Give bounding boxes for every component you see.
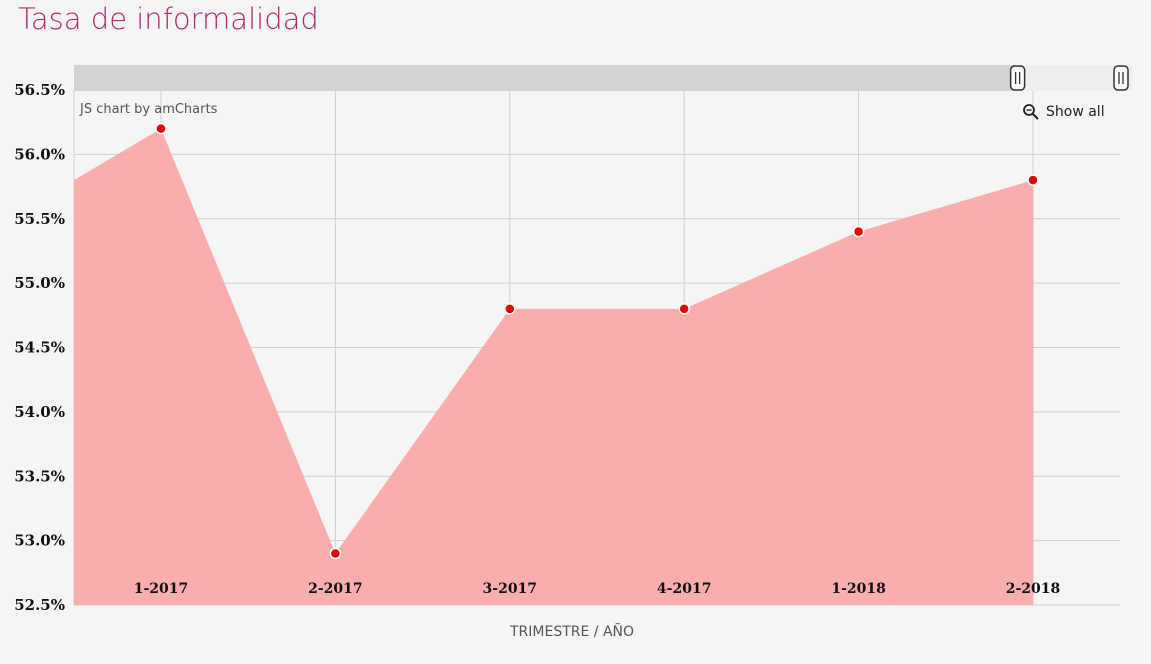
x-tick-label: 2-2017 [308,581,363,597]
x-axis-label: TRIMESTRE / AÑO [509,623,634,640]
show-all-label[interactable]: Show all [1046,104,1105,120]
zoom-out-icon [1023,104,1039,120]
area-series [74,128,1033,605]
show-all-button[interactable]: Show all [1023,104,1105,120]
y-tick-label: 53.5% [14,467,65,485]
y-tick-label: 54.0% [14,403,65,421]
y-tick-label: 52.5% [14,596,65,614]
x-tick-label: 3-2017 [483,581,538,597]
y-axis: 52.5% 53.0% 53.5% 54.0% 54.5% 55.0% 55.5% 56.0%… [14,81,65,614]
x-tick-label: 2-2018 [1006,581,1061,597]
y-tick-label: 55.5% [14,210,65,228]
x-tick-label: 1-2018 [831,581,886,597]
chart-credit[interactable]: JS chart by amCharts [79,102,218,117]
y-tick-label: 55.0% [14,274,65,292]
scrollbar-right-grip[interactable] [1113,65,1129,91]
x-tick-label: 1-2017 [134,581,189,597]
data-point[interactable] [852,225,865,238]
y-tick-label: 53.0% [14,532,65,550]
x-axis: 1-2017 2-2017 3-2017 4-2017 1-2018 2-2018 [134,581,1061,597]
data-point[interactable] [678,303,690,315]
data-points [155,122,1039,560]
x-tick-label: 4-2017 [657,581,712,597]
y-tick-label: 56.0% [14,145,65,163]
data-point[interactable] [504,303,516,315]
scrollbar-selection[interactable] [1015,65,1132,91]
data-point[interactable] [155,122,167,135]
y-tick-label: 56.5% [14,81,65,99]
y-tick-label: 54.5% [14,339,65,357]
scrollbar-track[interactable] [74,65,1132,91]
scrollbar-left-grip[interactable] [1009,65,1026,91]
data-point[interactable] [1027,174,1039,186]
scrollbar[interactable] [74,65,1132,91]
data-point[interactable] [329,547,342,560]
chart-title: Tasa de informalidad [18,2,319,36]
